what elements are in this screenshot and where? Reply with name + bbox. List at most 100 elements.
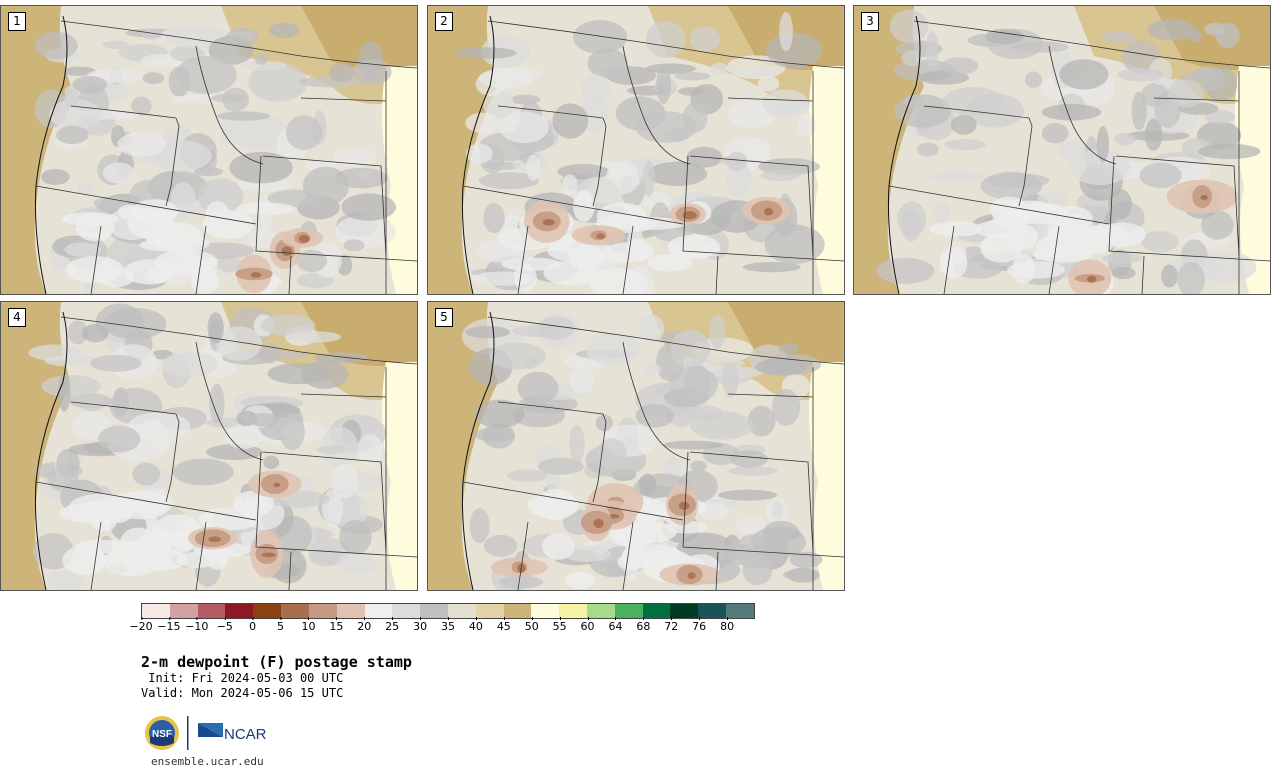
- dry-patch-center: [273, 482, 281, 488]
- dewpoint-cell: [1196, 251, 1257, 283]
- dewpoint-cell: [465, 143, 493, 164]
- dewpoint-cell: [662, 440, 723, 450]
- dewpoint-map: [428, 302, 844, 590]
- dewpoint-cell: [1059, 59, 1109, 90]
- dewpoint-cell: [901, 50, 923, 67]
- dewpoint-cell: [301, 360, 349, 389]
- dewpoint-cell: [766, 32, 822, 69]
- dewpoint-cell: [483, 203, 505, 234]
- colorbar-tick-label: 5: [277, 617, 285, 633]
- dewpoint-cell: [102, 40, 129, 49]
- postage-stamp-panel-5: 5: [427, 301, 845, 591]
- dewpoint-cell: [499, 575, 543, 589]
- colorbar-tick-labels: −20 −15 −10 −5 0 5 10 15 20 25 30 35 40 45 50 55 60 64 68 7…: [129, 617, 755, 638]
- colorbar-swatch: [308, 604, 337, 618]
- plains-dark-tan-region: [301, 6, 417, 70]
- dewpoint-cell: [690, 411, 754, 440]
- colorbar-tick-label: 30: [413, 617, 428, 633]
- colorbar-tick-label: 15: [329, 617, 344, 633]
- dewpoint-cell: [211, 93, 248, 103]
- valid-time: Valid: Mon 2024-05-06 15 UTC: [141, 686, 344, 700]
- dewpoint-cell: [939, 247, 968, 279]
- dewpoint-cell: [247, 229, 278, 248]
- colorbar-tick-label: −5: [216, 617, 233, 633]
- colorbar-swatch: [642, 604, 671, 618]
- dewpoint-cell: [76, 182, 95, 196]
- dewpoint-cell: [131, 96, 152, 116]
- dewpoint-cell: [771, 500, 784, 519]
- dewpoint-cell: [537, 457, 584, 475]
- colorbar-tick-label: 0: [249, 617, 257, 633]
- dry-patch-center: [208, 536, 221, 543]
- dewpoint-cell: [247, 413, 281, 427]
- dewpoint-cell: [689, 26, 721, 53]
- dewpoint-cell: [543, 260, 598, 286]
- colorbar-tick-label: 60: [580, 617, 595, 633]
- dewpoint-cell: [1041, 122, 1069, 144]
- colorbar-swatch: [142, 604, 170, 618]
- dewpoint-cell: [589, 268, 649, 294]
- svg-text:NSF: NSF: [152, 729, 172, 740]
- dewpoint-cell: [626, 239, 650, 260]
- dewpoint-cell: [690, 460, 707, 472]
- member-number: 1: [8, 12, 26, 31]
- dewpoint-cell: [46, 466, 79, 492]
- dewpoint-cell: [754, 358, 808, 376]
- dewpoint-cell: [527, 492, 580, 519]
- dewpoint-cell: [581, 74, 610, 105]
- dewpoint-cell: [162, 351, 218, 378]
- dewpoint-cell: [229, 151, 293, 184]
- colorbar-swatch: [503, 604, 532, 618]
- dewpoint-cell: [80, 499, 122, 521]
- dewpoint-cell: [1111, 267, 1136, 280]
- colorbar-swatch: [614, 604, 643, 618]
- dewpoint-cell: [796, 114, 816, 138]
- dewpoint-cell: [177, 551, 219, 568]
- coastline: [461, 311, 495, 590]
- dewpoint-cell: [75, 539, 128, 554]
- dewpoint-cell: [465, 326, 511, 339]
- dewpoint-cell: [950, 114, 977, 135]
- colorbar-swatch: [169, 604, 198, 618]
- dewpoint-cell: [483, 90, 515, 119]
- dewpoint-cell: [225, 423, 263, 450]
- state-boundaries: [35, 316, 417, 590]
- dewpoint-cell: [929, 171, 985, 183]
- dewpoint-cell: [1008, 202, 1069, 225]
- colorbar-swatch: [726, 604, 754, 618]
- colorbar-swatch: [197, 604, 226, 618]
- dewpoint-cell: [343, 239, 365, 252]
- site-url: ensemble.ucar.edu: [151, 755, 264, 768]
- dewpoint-cell: [236, 202, 295, 215]
- colorbar-swatch: [420, 604, 448, 618]
- dewpoint-cell: [684, 364, 712, 403]
- member-number: 2: [435, 12, 453, 31]
- dry-patch-center: [250, 272, 262, 278]
- dewpoint-cell: [718, 489, 777, 501]
- dewpoint-cell: [747, 405, 776, 437]
- dewpoint-cell: [333, 147, 378, 167]
- postage-stamp-panel-4: 4: [0, 301, 418, 591]
- colorbar-tick-label: 25: [385, 617, 400, 633]
- dewpoint-cell: [642, 159, 655, 197]
- dewpoint-cell: [239, 60, 287, 71]
- dewpoint-map: [1, 302, 417, 590]
- nsf-ncar-logos: NSF NCAR: [145, 716, 267, 750]
- dewpoint-cell: [674, 72, 711, 81]
- dewpoint-cell: [635, 111, 697, 144]
- dewpoint-cell: [41, 375, 101, 398]
- colorbar-swatch: [364, 604, 393, 618]
- colorbar-tick-label: 40: [468, 617, 483, 633]
- dewpoint-cell: [226, 27, 259, 47]
- dewpoint-cell: [1096, 125, 1109, 163]
- dewpoint-cell: [656, 65, 671, 105]
- dewpoint-cell: [142, 28, 160, 40]
- dewpoint-cell: [572, 20, 628, 54]
- dewpoint-cell: [286, 331, 342, 343]
- dewpoint-cell: [337, 552, 376, 575]
- dewpoint-cell: [512, 325, 564, 337]
- colorbar-swatch: [670, 604, 699, 618]
- dewpoint-cell: [722, 362, 739, 398]
- colorbar-tick-label: 64: [608, 617, 623, 633]
- dewpoint-cell: [93, 196, 129, 211]
